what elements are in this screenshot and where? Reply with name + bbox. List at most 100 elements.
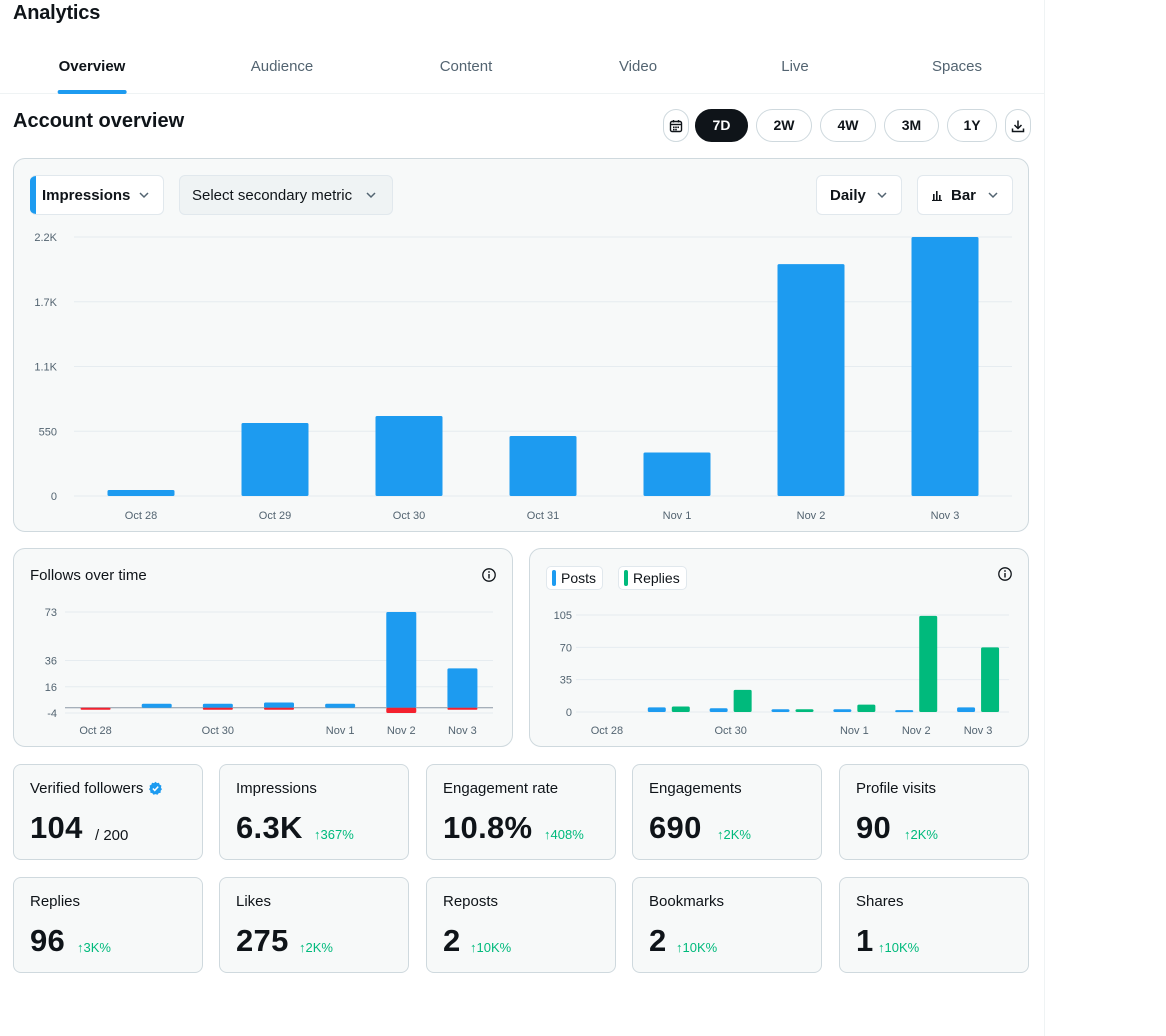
- arrow-up-icon: ↑: [299, 940, 306, 955]
- stat-label: Impressions: [236, 780, 317, 797]
- tab-live-label: Live: [781, 58, 809, 75]
- y-tick-label: 70: [560, 642, 572, 654]
- tab-overview[interactable]: Overview: [57, 40, 127, 94]
- legend-posts[interactable]: Posts: [546, 566, 604, 590]
- range-3m-button[interactable]: 3M: [884, 109, 939, 142]
- bar-impressions: [375, 415, 443, 496]
- bar-unfollows: [447, 707, 478, 710]
- arrow-up-icon: ↑: [878, 940, 885, 955]
- arrow-up-icon: ↑: [717, 827, 724, 842]
- arrow-up-icon: ↑: [77, 940, 84, 955]
- y-tick-label: 1.1K: [34, 362, 57, 374]
- range-2w-button[interactable]: 2W: [756, 109, 812, 142]
- stat-label: Likes: [236, 893, 272, 910]
- secondary-metric-select[interactable]: Select secondary metric: [179, 175, 393, 215]
- x-tick-label: Oct 31: [527, 510, 559, 522]
- bar-replies: [981, 647, 1000, 712]
- stat-impressions[interactable]: Impressions 6.3K ↑ 367%: [219, 764, 409, 860]
- tab-video[interactable]: Video: [619, 40, 657, 94]
- x-tick-label: Nov 3: [931, 510, 960, 522]
- stat-value: 104: [30, 810, 83, 845]
- primary-metric-label: Impressions: [42, 186, 131, 204]
- posts-replies-chart-card: Posts Replies 105 70 35 0 Oct 28 Oct 30 Nov 1 N…: [529, 548, 1029, 747]
- range-1y-button[interactable]: 1Y: [947, 109, 997, 142]
- bar-replies: [671, 706, 690, 712]
- stat-delta: ↑ 10K%: [878, 940, 919, 955]
- stat-label: Bookmarks: [649, 893, 725, 910]
- tab-bar: Overview Audience Content Video Live Spa…: [0, 40, 1045, 94]
- chart-type-select[interactable]: Bar: [917, 175, 1013, 215]
- stat-delta-value: 2K%: [305, 940, 333, 955]
- stat-delta-value: 2K%: [910, 827, 938, 842]
- y-tick-label: 1.7K: [34, 297, 57, 309]
- tab-live[interactable]: Live: [781, 40, 809, 94]
- interval-label: Daily: [830, 186, 866, 204]
- x-tick-label: Oct 28: [79, 725, 111, 737]
- legend-replies[interactable]: Replies: [618, 566, 687, 590]
- bar-unfollows: [202, 707, 233, 710]
- date-picker-button[interactable]: [663, 109, 689, 142]
- chevron-down-icon: [875, 188, 889, 202]
- x-tick-label: Nov 1: [840, 725, 869, 737]
- stat-engagements[interactable]: Engagements 690 ↑ 2K%: [632, 764, 822, 860]
- stat-bookmarks[interactable]: Bookmarks 2 ↑ 10K%: [632, 877, 822, 973]
- stat-value: 90: [856, 810, 892, 845]
- stat-label: Shares: [856, 893, 904, 910]
- stat-label: Replies: [30, 893, 81, 910]
- bar-impressions: [107, 490, 175, 496]
- arrow-up-icon: ↑: [314, 827, 321, 842]
- bar-unfollows: [386, 707, 417, 713]
- info-icon[interactable]: [481, 567, 497, 583]
- bar-impressions: [777, 264, 845, 496]
- info-icon[interactable]: [997, 566, 1013, 582]
- bar-follows: [386, 612, 417, 708]
- stat-value: 275: [236, 923, 289, 958]
- bar-follows: [202, 703, 233, 708]
- stat-delta-value: 367%: [320, 827, 354, 842]
- bar-impressions: [643, 452, 711, 496]
- impressions-bar-chart: 2.2K 1.7K 1.1K 550 0 Oct 28 Oct 29 Oct 30 Oct 31…: [34, 232, 1012, 522]
- stat-profile-visits[interactable]: Profile visits 90 ↑ 2K%: [839, 764, 1029, 860]
- bar-replies: [733, 689, 752, 712]
- stat-replies[interactable]: Replies 96 ↑ 3K%: [13, 877, 203, 973]
- account-overview-title: Account overview: [13, 110, 185, 132]
- stat-verified-followers[interactable]: Verified followers 104 / 200: [13, 764, 203, 860]
- tab-active-indicator: [57, 90, 127, 94]
- tab-content-label: Content: [439, 58, 493, 75]
- primary-metric-select[interactable]: Impressions: [30, 175, 164, 215]
- stat-engagement-rate[interactable]: Engagement rate 10.8% ↑ 408%: [426, 764, 616, 860]
- stat-likes[interactable]: Likes 275 ↑ 2K%: [219, 877, 409, 973]
- tab-overview-label: Overview: [58, 58, 126, 75]
- interval-select[interactable]: Daily: [816, 175, 902, 215]
- bar-unfollows: [80, 707, 111, 710]
- y-tick-label: 0: [566, 707, 572, 719]
- tab-audience[interactable]: Audience: [251, 40, 314, 94]
- follows-chart-title: Follows over time: [30, 567, 147, 584]
- tab-content[interactable]: Content: [440, 40, 493, 94]
- stat-reposts[interactable]: Reposts 2 ↑ 10K%: [426, 877, 616, 973]
- bar-replies: [795, 709, 814, 712]
- stat-label: Engagements: [649, 780, 742, 797]
- page-title: Analytics: [13, 2, 101, 24]
- posts-color-marker: [552, 570, 556, 586]
- range-4w-button[interactable]: 4W: [820, 109, 876, 142]
- bar-posts: [771, 709, 790, 712]
- tab-spaces[interactable]: Spaces: [932, 40, 982, 94]
- bar-follows: [325, 703, 356, 708]
- legend-posts-label: Posts: [561, 570, 597, 586]
- range-7d-button[interactable]: 7D: [695, 109, 748, 142]
- download-icon: [1011, 120, 1025, 132]
- stat-label: Engagement rate: [443, 780, 559, 797]
- stat-delta-value: 2K%: [723, 827, 751, 842]
- tab-spaces-label: Spaces: [931, 58, 983, 75]
- bar-posts: [957, 707, 976, 712]
- chart-type-label: Bar: [951, 186, 977, 204]
- legend-replies-label: Replies: [633, 570, 680, 586]
- stat-delta: ↑ 408%: [544, 827, 584, 842]
- arrow-up-icon: ↑: [904, 827, 911, 842]
- chevron-down-icon: [986, 188, 1000, 202]
- export-button[interactable]: [1005, 109, 1031, 142]
- follows-chart-card: Follows over time 73 36 16 -4 Oct 28 Oct 30 No…: [13, 548, 513, 747]
- stat-shares[interactable]: Shares 1 ↑ 10K%: [839, 877, 1029, 973]
- x-tick-label: Nov 2: [902, 725, 931, 737]
